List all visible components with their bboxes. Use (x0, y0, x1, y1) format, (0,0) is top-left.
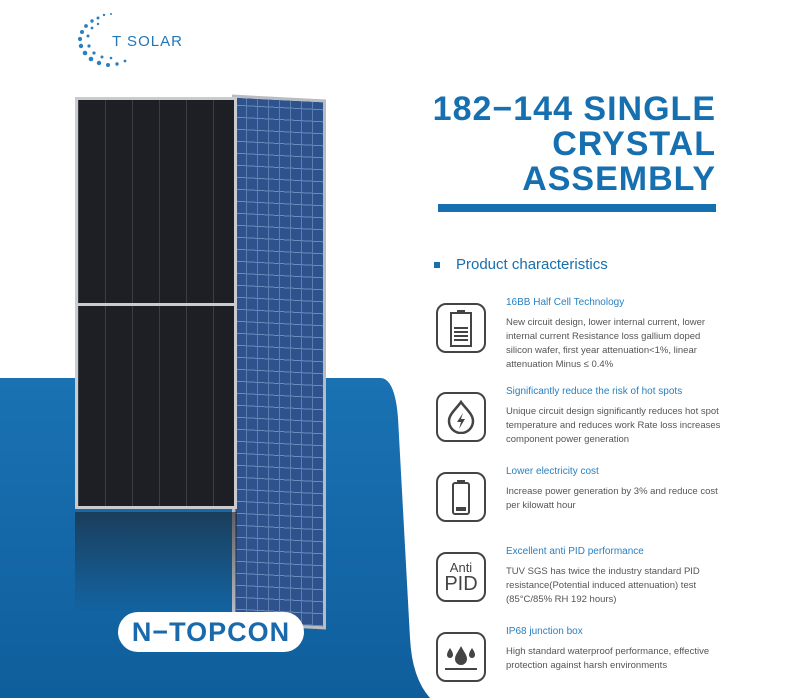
anti-pid-icon: Anti PID (436, 552, 486, 602)
panel-reflection (75, 512, 237, 612)
water-drops-icon (436, 632, 486, 682)
product-type-badge: N−TOPCON (118, 612, 304, 652)
feature-description: High standard waterproof performance, ef… (506, 646, 710, 671)
feature-description: TUV SGS has twice the industry standard … (506, 566, 700, 605)
feature-title: Excellent anti PID performance (506, 546, 644, 557)
feature-description: New circuit design, lower internal curre… (506, 317, 706, 370)
section-label: Product characteristics (456, 256, 608, 273)
feature-title: 16BB Half Cell Technology (506, 297, 625, 308)
feature-title: Lower electricity cost (506, 466, 599, 477)
feature-title: Significantly reduce the risk of hot spo… (506, 386, 683, 397)
logo-text: T SOLAR (112, 33, 183, 50)
feature-description: Unique circuit design significantly redu… (506, 406, 721, 445)
feature-description: Increase power generation by 3% and redu… (506, 486, 718, 511)
title-line: 182−144 SINGLE (432, 90, 716, 128)
lightning-drop-icon (436, 392, 486, 442)
title-line: ASSEMBLY (522, 160, 716, 198)
page-title: 182−144 SINGLE CRYSTAL ASSEMBLY (433, 92, 716, 197)
section-heading: Product characteristics (434, 256, 608, 273)
icon-text: Anti (449, 559, 473, 575)
solar-panel-back-image (232, 94, 326, 630)
title-line: CRYSTAL (552, 125, 716, 163)
logo-icon (77, 13, 127, 67)
solar-panel-front-image (75, 97, 237, 509)
battery-icon (436, 303, 486, 353)
feature-title: IP68 junction box (506, 626, 583, 637)
title-underline (438, 204, 716, 212)
battery-low-icon (436, 472, 486, 522)
icon-text: PID (444, 572, 478, 595)
bullet-icon (434, 262, 440, 269)
